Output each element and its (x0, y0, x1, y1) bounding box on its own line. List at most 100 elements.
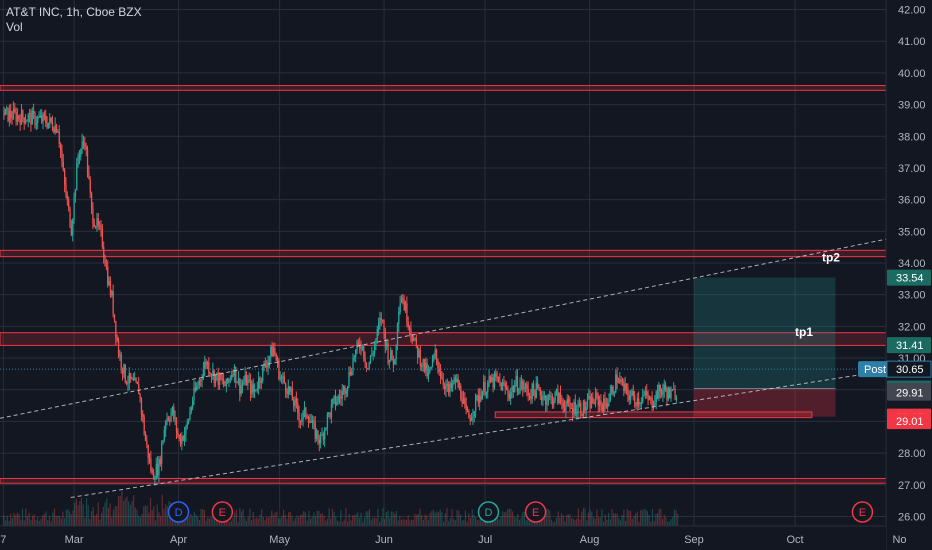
candle[interactable] (520, 381, 523, 386)
candle[interactable] (314, 423, 316, 439)
candle[interactable] (627, 387, 629, 396)
candle[interactable] (318, 439, 320, 444)
candle[interactable] (669, 388, 671, 399)
candle[interactable] (479, 395, 481, 403)
candle[interactable] (334, 395, 337, 405)
candle[interactable] (196, 386, 198, 391)
candle[interactable] (430, 366, 432, 369)
candle[interactable] (390, 350, 392, 360)
candle[interactable] (530, 396, 532, 400)
event-marker[interactable] (851, 501, 874, 523)
candle[interactable] (450, 383, 453, 388)
candle[interactable] (218, 373, 221, 386)
candle[interactable] (514, 385, 516, 392)
candle[interactable] (204, 361, 206, 370)
candle[interactable] (28, 113, 31, 116)
candle[interactable] (444, 384, 446, 390)
candle[interactable] (392, 359, 395, 365)
candle[interactable] (341, 391, 343, 399)
profit-area[interactable] (693, 277, 836, 389)
candle[interactable] (508, 394, 510, 399)
candle[interactable] (355, 349, 357, 358)
candle[interactable] (492, 377, 494, 388)
candle[interactable] (46, 123, 48, 128)
candle[interactable] (553, 400, 555, 405)
candle[interactable] (507, 388, 509, 395)
candle[interactable] (352, 358, 354, 373)
candle[interactable] (608, 400, 610, 404)
candle[interactable] (673, 389, 675, 391)
candle[interactable] (34, 113, 36, 125)
candle[interactable] (576, 411, 578, 415)
candle[interactable] (301, 419, 303, 422)
long-position-tool[interactable] (693, 277, 836, 417)
candle[interactable] (396, 324, 399, 346)
candle[interactable] (365, 362, 368, 369)
candle[interactable] (650, 397, 652, 399)
candle[interactable] (598, 400, 601, 406)
candle[interactable] (499, 380, 501, 383)
candle[interactable] (646, 391, 648, 396)
candle[interactable] (213, 370, 215, 383)
candle[interactable] (96, 218, 98, 227)
candle[interactable] (53, 129, 55, 133)
candle[interactable] (526, 384, 528, 390)
candle[interactable] (120, 354, 122, 369)
candle[interactable] (346, 386, 349, 391)
candle[interactable] (11, 117, 13, 120)
candle[interactable] (330, 404, 333, 417)
candle[interactable] (280, 377, 283, 379)
candle[interactable] (470, 417, 473, 421)
candle[interactable] (54, 125, 56, 133)
candle[interactable] (47, 122, 50, 128)
candle[interactable] (128, 373, 130, 384)
candle[interactable] (322, 434, 325, 440)
candle[interactable] (113, 314, 116, 322)
candle[interactable] (464, 398, 466, 405)
candle[interactable] (406, 303, 408, 322)
candle[interactable] (545, 395, 547, 405)
candle[interactable] (88, 172, 90, 179)
candle[interactable] (268, 356, 271, 362)
candle[interactable] (620, 379, 622, 382)
candle[interactable] (136, 381, 139, 385)
candle[interactable] (426, 362, 428, 377)
candle[interactable] (465, 404, 467, 411)
candle[interactable] (169, 420, 171, 422)
candle[interactable] (125, 382, 128, 384)
candle[interactable] (206, 362, 209, 365)
candle[interactable] (616, 374, 618, 383)
candle[interactable] (27, 115, 29, 121)
candle[interactable] (232, 374, 234, 376)
candle[interactable] (104, 257, 106, 266)
candle[interactable] (134, 378, 136, 381)
resistance-zone[interactable] (0, 85, 887, 91)
candle[interactable] (119, 354, 121, 356)
candle[interactable] (19, 118, 21, 125)
candle[interactable] (289, 386, 291, 392)
candle[interactable] (173, 407, 175, 419)
candle[interactable] (469, 418, 471, 421)
candle[interactable] (209, 372, 211, 375)
candle[interactable] (89, 178, 91, 193)
candle[interactable] (487, 382, 489, 393)
candle[interactable] (174, 418, 176, 420)
candle[interactable] (510, 391, 512, 399)
candle[interactable] (30, 113, 32, 125)
candle[interactable] (315, 430, 318, 439)
candle[interactable] (596, 392, 598, 395)
candle[interactable] (93, 223, 95, 227)
candle[interactable] (285, 383, 287, 392)
candle[interactable] (408, 327, 411, 329)
candle[interactable] (488, 376, 490, 383)
candle[interactable] (252, 384, 254, 393)
candle[interactable] (518, 391, 520, 393)
candle[interactable] (20, 110, 23, 125)
candle[interactable] (73, 196, 75, 220)
candle[interactable] (175, 418, 178, 432)
candle[interactable] (229, 378, 232, 380)
candle[interactable] (665, 384, 667, 391)
candle[interactable] (435, 349, 438, 360)
candle[interactable] (158, 458, 160, 476)
